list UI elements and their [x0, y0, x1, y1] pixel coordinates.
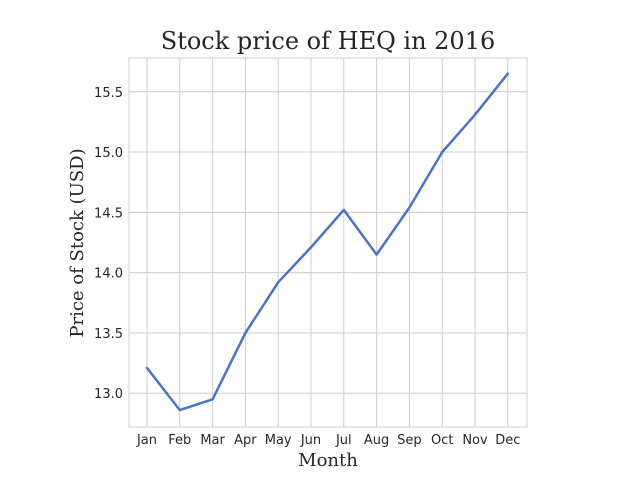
x-tick-label: Jan: [136, 433, 157, 448]
x-tick-label: Sep: [397, 433, 422, 448]
x-tick-label: Apr: [234, 433, 257, 448]
x-tick-label: Feb: [168, 433, 191, 448]
y-gridlines: [129, 91, 527, 394]
x-tick-label: Oct: [431, 433, 453, 448]
y-tick-labels: 13.0 13.5 14.0 14.5 15.0 15.5: [94, 86, 123, 402]
y-tick-label: 13.0: [94, 387, 123, 402]
price-series-line: [145, 72, 510, 412]
y-tick-label: 14.0: [94, 267, 123, 282]
x-tick-label: Jun: [300, 433, 321, 448]
y-tick-label: 13.5: [94, 327, 123, 342]
x-tick-label: Nov: [462, 433, 488, 448]
y-axis-label: Price of Stock (USD): [67, 148, 88, 337]
y-tick-label: 15.0: [94, 146, 123, 161]
chart-title: Stock price of HEQ in 2016: [161, 27, 496, 55]
x-tick-label: Mar: [200, 433, 225, 448]
x-axis-label: Month: [298, 450, 358, 471]
x-tick-label: Jul: [335, 433, 352, 448]
x-gridlines: [146, 58, 509, 427]
x-tick-labels: Jan Feb Mar Apr May Jun Jul Aug Sep Oct Nov Dec: [136, 433, 520, 448]
x-tick-label: Dec: [495, 433, 520, 448]
x-tick-label: Aug: [364, 433, 389, 448]
x-tick-label: May: [265, 433, 292, 448]
y-tick-label: 14.5: [94, 206, 123, 221]
y-tick-label: 15.5: [94, 86, 123, 101]
plot-area-frame: [128, 57, 528, 428]
